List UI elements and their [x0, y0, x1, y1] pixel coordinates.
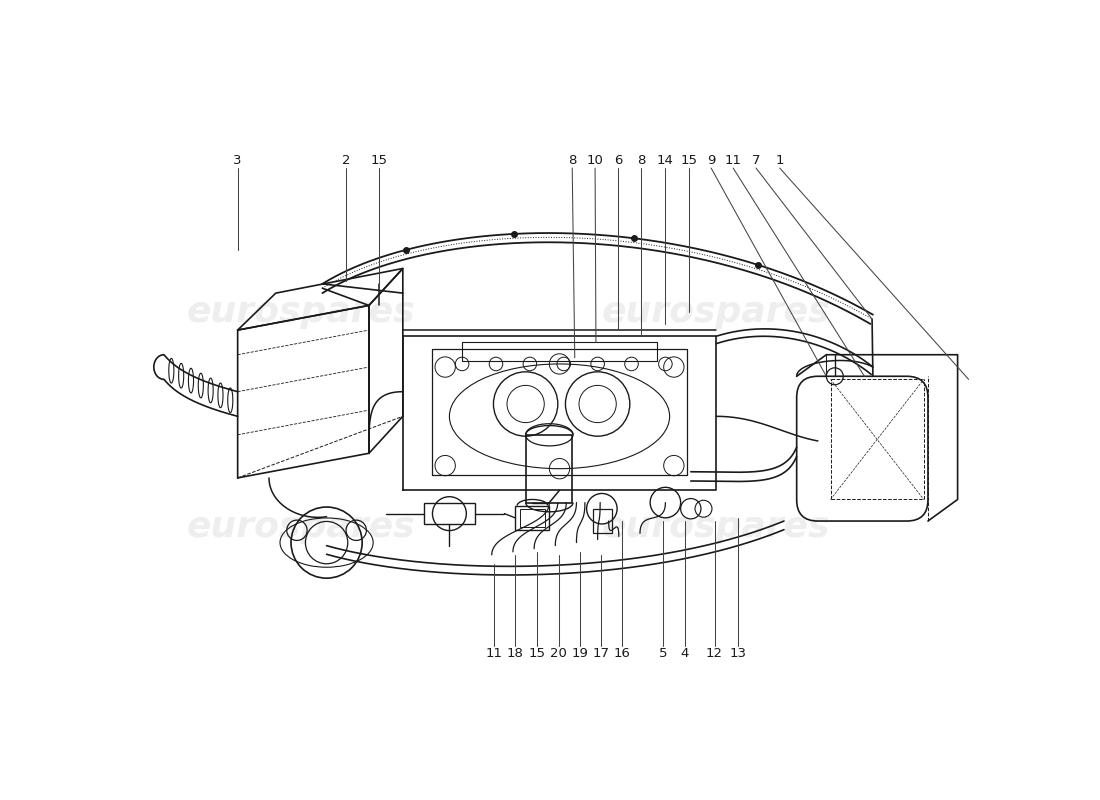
Text: eurospares: eurospares	[187, 510, 416, 544]
Text: 4: 4	[681, 647, 689, 660]
Text: 8: 8	[637, 154, 645, 167]
Bar	[424, 502, 475, 524]
Text: 14: 14	[657, 154, 674, 167]
Text: 6: 6	[614, 154, 623, 167]
Text: eurospares: eurospares	[602, 510, 830, 544]
Text: 16: 16	[614, 647, 630, 660]
Bar	[526, 435, 572, 502]
Text: 9: 9	[707, 154, 715, 167]
Text: 8: 8	[568, 154, 576, 167]
Text: 11: 11	[725, 154, 741, 167]
Text: eurospares: eurospares	[187, 294, 416, 329]
Bar	[516, 506, 549, 530]
Text: 19: 19	[571, 647, 588, 660]
Text: 5: 5	[659, 647, 667, 660]
Bar	[593, 509, 612, 534]
Bar	[519, 509, 546, 527]
Text: 10: 10	[586, 154, 604, 167]
Text: 15: 15	[371, 154, 387, 167]
Text: 3: 3	[233, 154, 242, 167]
Text: 15: 15	[681, 154, 697, 167]
Text: 11: 11	[486, 647, 503, 660]
Text: 18: 18	[507, 647, 524, 660]
Text: 12: 12	[706, 647, 723, 660]
Text: 2: 2	[342, 154, 350, 167]
Text: 13: 13	[729, 647, 747, 660]
Text: 17: 17	[593, 647, 609, 660]
Text: 15: 15	[528, 647, 546, 660]
Text: 7: 7	[751, 154, 760, 167]
Text: 1: 1	[776, 154, 784, 167]
Text: eurospares: eurospares	[602, 294, 830, 329]
Text: 20: 20	[550, 647, 568, 660]
